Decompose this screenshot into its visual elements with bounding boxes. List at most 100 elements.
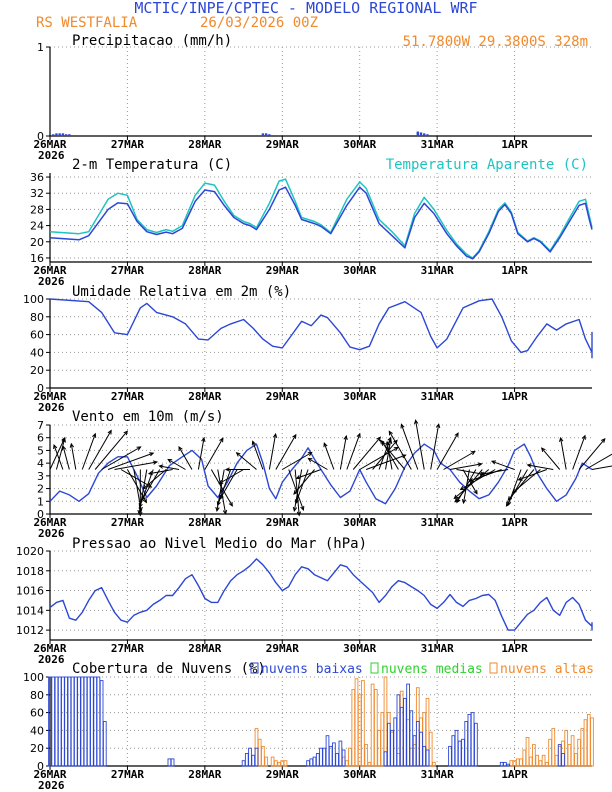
cloud-low-bar — [170, 758, 175, 767]
cloud-high-bar — [377, 729, 381, 767]
humidity-panel: Umidade Relativa em 2m (%) 0 20 40 60 80 100 2… — [23, 284, 593, 414]
cloud-low-bar — [406, 683, 410, 767]
wind-arrow-head — [511, 488, 517, 494]
wind-arrow — [365, 454, 406, 470]
wind-arrow-head — [295, 475, 301, 480]
cloud-low-bar — [90, 676, 94, 767]
wind-arrow — [268, 433, 277, 470]
cloud-low-bar — [506, 763, 510, 767]
wind-arrow-head — [215, 506, 220, 513]
cloud-high-bar — [574, 753, 578, 767]
cloud-low-bar — [419, 731, 423, 767]
wind-arrow — [70, 443, 77, 470]
pressure-xtick-label: 29MAR — [266, 642, 299, 655]
legend-mid-box — [370, 662, 379, 674]
wind-arrow-head — [468, 477, 474, 482]
wind-arrow — [386, 441, 393, 470]
humidity-title: Umidade Relativa em 2m (%) — [72, 284, 291, 300]
wind-arrow — [62, 446, 70, 470]
cloud-low-bar — [403, 697, 407, 767]
precip-bar — [64, 134, 68, 136]
cloud-high-bar — [432, 761, 436, 767]
cloud-high-bar — [548, 738, 552, 767]
cloud-low-bar — [57, 676, 62, 767]
wind-arrow-head — [293, 489, 298, 495]
precip-bar — [261, 133, 265, 136]
wind-arrow-head — [459, 485, 465, 491]
wind-arrow-head — [142, 498, 147, 504]
wind-arrow — [197, 437, 205, 470]
wind-arrow — [585, 453, 612, 470]
precip-bar — [271, 135, 274, 136]
pressure-xtick-label: 26MAR — [33, 642, 66, 655]
wind-ytick-label: 2 — [37, 483, 44, 496]
pressure-ytick-label: 1016 — [16, 585, 44, 598]
cloud-high-bar — [541, 754, 546, 767]
wind-arrow — [572, 435, 586, 470]
precip-bar — [426, 134, 429, 136]
wind-arrow-head — [517, 476, 523, 481]
legend-high-label: nuvens altas — [500, 662, 594, 677]
humidity-xtick-label: 30MAR — [343, 390, 376, 403]
wind-arrow-head — [435, 423, 441, 429]
wind-arrow — [210, 469, 233, 507]
cloud-low-bar — [390, 729, 394, 767]
cloud-high-bar — [532, 744, 536, 767]
cloud-high-bar — [261, 745, 265, 767]
cloud-low-bar — [241, 760, 246, 767]
wind-arrow — [388, 431, 412, 470]
cloud-low-bar — [96, 676, 101, 767]
precip-bar — [61, 133, 65, 136]
temperature-xtick-label: 31MAR — [421, 264, 454, 277]
wind-arrow-head — [387, 438, 393, 444]
cloud-high-bar — [525, 737, 530, 767]
wind-arrow-head — [376, 436, 382, 442]
wind-arrow — [359, 447, 399, 470]
cloud-high-bar — [344, 760, 349, 767]
cloud-high-bar — [554, 754, 559, 767]
wind-arrow — [94, 430, 128, 470]
wind-arrow — [142, 469, 167, 490]
pressure-xtick-label: 27MAR — [111, 642, 144, 655]
pressure-ytick-label: 1020 — [16, 545, 44, 558]
wind-arrow — [107, 452, 154, 470]
cloud-high-bar — [515, 758, 520, 767]
wind-arrow — [81, 433, 96, 470]
cloud-xtick-label: 1APR — [501, 768, 528, 781]
wind-arrow-head — [559, 436, 564, 442]
wind-arrow-head — [343, 434, 348, 441]
cloud-high-bar — [590, 717, 594, 767]
humidity-ytick-label: 20 — [30, 364, 44, 377]
wind-arrow-head — [107, 429, 112, 435]
humidity-ytick-label: 40 — [30, 346, 44, 359]
wind-arrow-head — [178, 446, 183, 452]
cloud-low-bar — [467, 713, 472, 767]
wind-arrow — [101, 446, 141, 470]
wind-arrow — [167, 459, 186, 470]
cloud-ytick-label: 60 — [30, 707, 44, 720]
wind-arrow-head — [473, 489, 478, 495]
cloud-ytick-label: 40 — [30, 724, 44, 737]
wind-xtick-label: 26MAR — [33, 516, 66, 529]
wind-arrow-head — [385, 440, 390, 446]
cloud-high-bar — [351, 689, 356, 767]
cloud-low-bar — [315, 753, 320, 767]
pressure-xtick-label: 28MAR — [188, 642, 221, 655]
pressure-title: Pressao ao Nivel Medio do Mar (hPa) — [72, 536, 367, 552]
wind-arrow — [236, 452, 257, 470]
pressure-xtick-label: 30MAR — [343, 642, 376, 655]
cloud-low-bar — [399, 706, 404, 767]
wind-arrow — [436, 432, 459, 470]
wind-arrow-head — [69, 442, 75, 448]
cloud-low-bar — [244, 753, 249, 767]
wind-arrow-head — [507, 496, 513, 501]
wind-arrow-head — [219, 437, 224, 443]
precip-bar — [52, 134, 55, 136]
wind-arrow-head — [235, 452, 241, 457]
cloud-low-bar — [70, 676, 75, 767]
wind-arrow-head — [292, 433, 297, 439]
cloud-high-bar — [370, 683, 375, 767]
cloud-low-bar — [67, 676, 72, 767]
wind-ytick-label: 1 — [37, 495, 44, 508]
cloud-low-bar — [77, 676, 81, 767]
